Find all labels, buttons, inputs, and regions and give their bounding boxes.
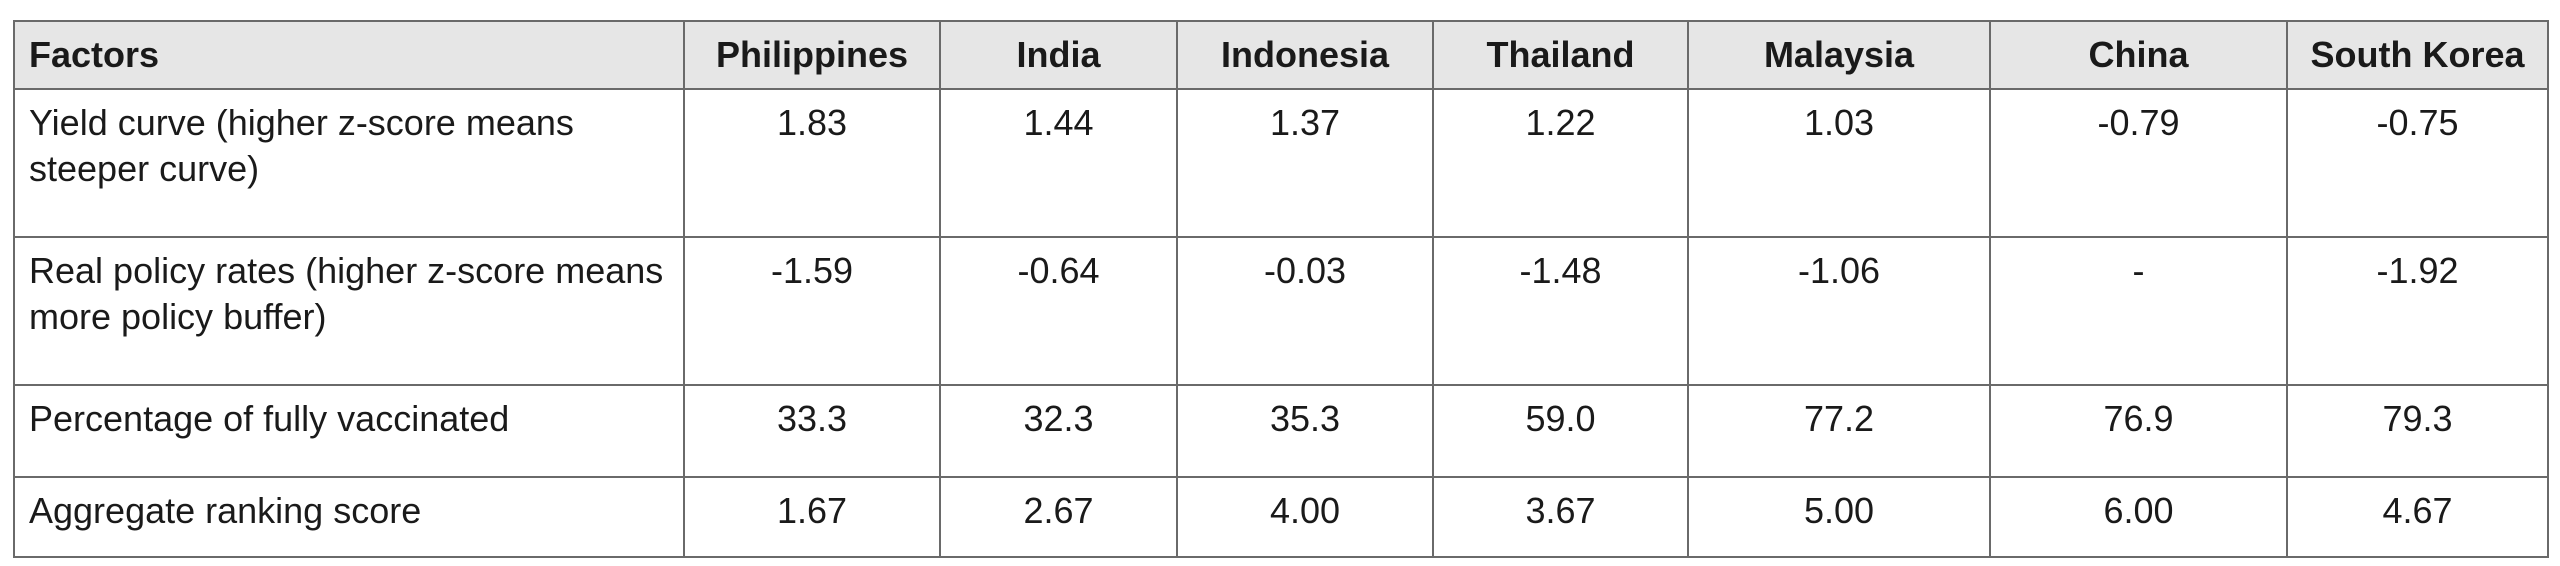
value-cell: 6.00 [1989,476,2288,558]
value-cell: 1.03 [1687,88,1991,238]
value-cell: 4.00 [1176,476,1434,558]
value-cell: 33.3 [683,384,941,478]
value-cell: -1.06 [1687,236,1991,386]
value-cell: 76.9 [1989,384,2288,478]
value-cell: 3.67 [1432,476,1689,558]
factor-cell: Aggregate ranking score [13,476,685,558]
value-cell: -1.48 [1432,236,1689,386]
header-cell: Factors [13,20,685,90]
value-cell: 1.67 [683,476,941,558]
value-cell: 32.3 [939,384,1178,478]
value-cell: -0.64 [939,236,1178,386]
table-row: Yield curve (higher z-score means steepe… [13,88,2549,238]
table-row: Percentage of fully vaccinated 33.3 32.3 35… [13,384,2549,478]
header-cell: China [1989,20,2288,90]
value-cell: -0.79 [1989,88,2288,238]
header-cell: India [939,20,1178,90]
header-cell: Indonesia [1176,20,1434,90]
value-cell: 2.67 [939,476,1178,558]
table-row: Real policy rates (higher z-score means … [13,236,2549,386]
value-cell: -0.75 [2286,88,2549,238]
value-cell: 1.44 [939,88,1178,238]
header-cell: Malaysia [1687,20,1991,90]
value-cell: 1.83 [683,88,941,238]
header-cell: South Korea [2286,20,2549,90]
value-cell: 1.37 [1176,88,1434,238]
factor-cell: Real policy rates (higher z-score means … [13,236,685,386]
factor-table: Factors Philippines India Indonesia Thailand… [13,20,2549,558]
table-container: Factors Philippines India Indonesia Thailand… [13,20,2549,558]
header-cell: Thailand [1432,20,1689,90]
value-cell: 4.67 [2286,476,2549,558]
value-cell: 1.22 [1432,88,1689,238]
value-cell: -1.92 [2286,236,2549,386]
factor-cell: Yield curve (higher z-score means steepe… [13,88,685,238]
value-cell: -0.03 [1176,236,1434,386]
header-cell: Philippines [683,20,941,90]
value-cell: - [1989,236,2288,386]
header-row: Factors Philippines India Indonesia Thailand… [13,20,2549,90]
value-cell: 79.3 [2286,384,2549,478]
factor-cell: Percentage of fully vaccinated [13,384,685,478]
value-cell: -1.59 [683,236,941,386]
table-body: Yield curve (higher z-score means steepe… [13,88,2549,558]
value-cell: 77.2 [1687,384,1991,478]
value-cell: 35.3 [1176,384,1434,478]
value-cell: 5.00 [1687,476,1991,558]
value-cell: 59.0 [1432,384,1689,478]
table-row: Aggregate ranking score 1.67 2.67 4.00 3.67 5… [13,476,2549,558]
